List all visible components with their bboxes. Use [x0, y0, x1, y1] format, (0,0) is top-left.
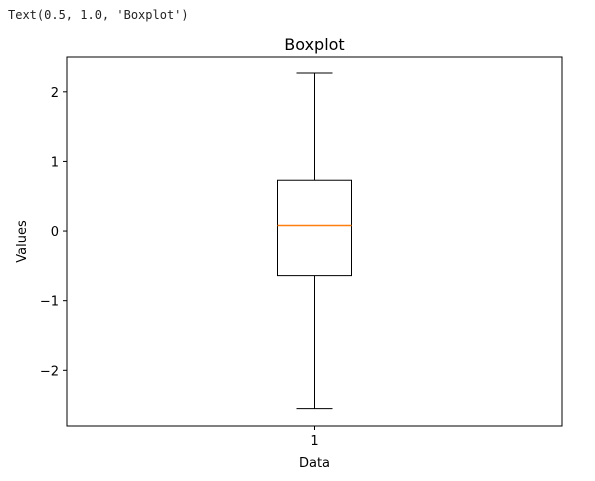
y-tick-label: 2	[51, 86, 59, 101]
chart-title: Boxplot	[284, 35, 344, 54]
y-tick-label: −1	[40, 295, 59, 310]
x-axis-label: Data	[299, 456, 330, 471]
iqr-box	[277, 179, 352, 277]
y-tick-label: −2	[40, 364, 59, 379]
y-axis-label: Values	[15, 220, 30, 263]
x-tick-label: 1	[310, 434, 318, 449]
box-series	[277, 72, 352, 410]
y-tick-label: 0	[51, 225, 59, 240]
y-tick-label: 1	[51, 155, 59, 170]
y-axis-ticks: −2 −1 0 1 2	[40, 86, 67, 379]
cell-output-text: Text(0.5, 1.0, 'Boxplot')	[8, 8, 189, 22]
plot-frame	[66, 56, 563, 427]
x-axis-ticks: 1	[310, 426, 319, 449]
